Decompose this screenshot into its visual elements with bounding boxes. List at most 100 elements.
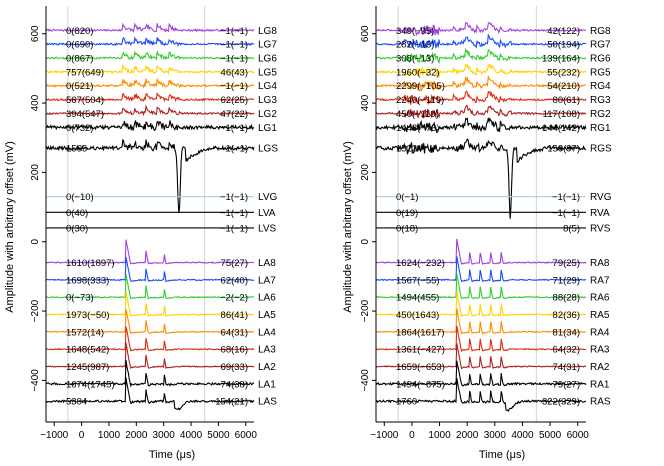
y-tick-label: 600 [360, 25, 371, 42]
label-left-LA7: 1698(333) [66, 275, 109, 286]
label-right-RA6: 88(28) [553, 293, 580, 304]
label-right-LA3: 68(16) [221, 345, 248, 356]
channel-name-LG3: LG3 [258, 95, 277, 106]
label-left-LG6: 0(867) [66, 54, 93, 65]
channel-name-RG4: RG4 [590, 81, 611, 92]
label-right-LG1: −1(−1) [220, 123, 248, 134]
trace-LAS [45, 377, 255, 411]
channel-name-RG8: RG8 [590, 26, 611, 37]
label-right-RA7: 71(29) [553, 275, 580, 286]
label-left-RA4: 1864(1617) [396, 327, 445, 338]
label-left-RA2: 1659(−653) [396, 362, 445, 373]
label-left-RVA: 0(19) [396, 208, 418, 219]
channel-name-RA1: RA1 [590, 379, 610, 390]
label-right-RA8: 79(25) [553, 258, 580, 269]
channel-name-LA2: LA2 [258, 362, 276, 373]
trace-RA4 [375, 308, 587, 335]
label-left-RG7: 282(−13) [396, 40, 434, 51]
label-right-LA4: 64(31) [221, 327, 248, 338]
channel-name-LA6: LA6 [258, 293, 276, 304]
x-tick-label: 6000 [235, 430, 258, 441]
label-left-RA1: 1494(−675) [396, 379, 445, 390]
label-right-LGS: −1(−1) [220, 144, 248, 155]
x-tick-label: 3000 [484, 430, 507, 441]
trace-LG8 [45, 22, 255, 33]
channel-name-RG1: RG1 [590, 123, 611, 134]
y-tick-label: 200 [30, 164, 41, 181]
label-left-LAS: 5394 [66, 397, 87, 408]
label-right-RG5: 55(232) [547, 67, 580, 78]
trace-LA6 [45, 274, 255, 300]
label-right-RG2: 117(108) [543, 109, 580, 120]
trace-LG4 [45, 77, 255, 89]
label-left-RVS: 0(18) [396, 223, 418, 234]
trace-LG7 [45, 35, 255, 47]
x-tick-label: 2000 [125, 430, 148, 441]
x-axis-label-right: Time (μs) [479, 449, 525, 461]
channel-name-LVG: LVG [258, 192, 277, 203]
channel-name-RG3: RG3 [590, 95, 611, 106]
label-right-RA5: 82(36) [553, 310, 580, 321]
label-right-RGS: 150(97) [547, 144, 580, 155]
label-right-RG8: 42(122) [547, 26, 580, 37]
label-left-RVG: 0(−1) [396, 192, 418, 203]
channel-name-LA7: LA7 [258, 275, 276, 286]
panel-right: 349(−95) 42(122) RG8 282(−13) 50(194) RG7 308(… [360, 6, 612, 441]
trace-RA8 [375, 238, 587, 266]
y-tick-label: 0 [360, 239, 371, 245]
trace-RG7 [375, 33, 587, 49]
label-right-RVG: −1(−1) [552, 192, 580, 203]
trace-LG2 [45, 104, 255, 117]
y-tick-label: −200 [30, 299, 41, 322]
label-left-RA6: 1494(455) [396, 293, 439, 304]
label-left-LA2: 1245(987) [66, 362, 109, 373]
channel-name-RGS: RGS [590, 144, 612, 155]
channel-name-RVA: RVA [590, 208, 610, 219]
label-right-RG3: 80(61) [553, 95, 580, 106]
label-right-RG4: 54(210) [547, 81, 580, 92]
channel-name-LAS: LAS [258, 397, 277, 408]
label-right-LVG: −1(−1) [220, 192, 248, 203]
x-tick-label: 0 [409, 430, 415, 441]
channel-name-LA5: LA5 [258, 310, 276, 321]
label-left-LVG: 0(−10) [66, 192, 94, 203]
panel-left: 0(820) −1(−1) LG8 0(690) −1(−1) LG7 0(867) −1(−… [30, 6, 278, 441]
trace-LA4 [45, 309, 255, 335]
y-axis-label-right: Amplitude with arbitrary offset (mV) [342, 141, 354, 313]
channel-name-RA3: RA3 [590, 345, 610, 356]
label-right-RAS: 322(329) [542, 397, 580, 408]
label-left-LGS: 1565 [66, 144, 87, 155]
trace-LA5 [45, 291, 255, 318]
label-right-LG7: −1(−1) [220, 40, 248, 51]
channel-name-RA8: RA8 [590, 258, 610, 269]
trace-LGS [45, 138, 255, 214]
label-left-LG8: 0(820) [66, 26, 93, 37]
channel-name-RG6: RG6 [590, 54, 611, 65]
x-tick-label: −1000 [40, 430, 69, 441]
x-tick-label: 1000 [428, 430, 451, 441]
channel-name-RVS: RVS [590, 223, 611, 234]
channel-name-LG2: LG2 [258, 109, 277, 120]
channel-name-RA7: RA7 [590, 275, 610, 286]
trace-RGS [375, 138, 587, 219]
label-right-RA4: 81(34) [553, 327, 580, 338]
trace-RA5 [375, 291, 587, 318]
channel-name-LGS: LGS [258, 144, 278, 155]
label-left-LG5: 757(649) [66, 67, 104, 78]
x-tick-label: 0 [79, 430, 85, 441]
label-right-LG6: −1(−1) [220, 54, 248, 65]
x-tick-label: 4000 [180, 430, 203, 441]
trace-RG6 [375, 47, 587, 65]
label-left-LA3: 1648(542) [66, 345, 109, 356]
label-left-RA3: 1361(−427) [396, 345, 445, 356]
label-left-LG1: 0(732) [66, 123, 93, 134]
label-left-RG4: 2299(−105) [396, 81, 445, 92]
label-right-LAS: 154(21) [215, 397, 248, 408]
y-tick-label: 400 [30, 94, 41, 111]
label-left-LA6: 0(−73) [66, 293, 94, 304]
trace-RG5 [375, 63, 587, 79]
label-right-LA6: −2(−2) [220, 293, 248, 304]
trace-RA6 [375, 273, 587, 300]
label-right-RA2: 74(31) [553, 362, 580, 373]
